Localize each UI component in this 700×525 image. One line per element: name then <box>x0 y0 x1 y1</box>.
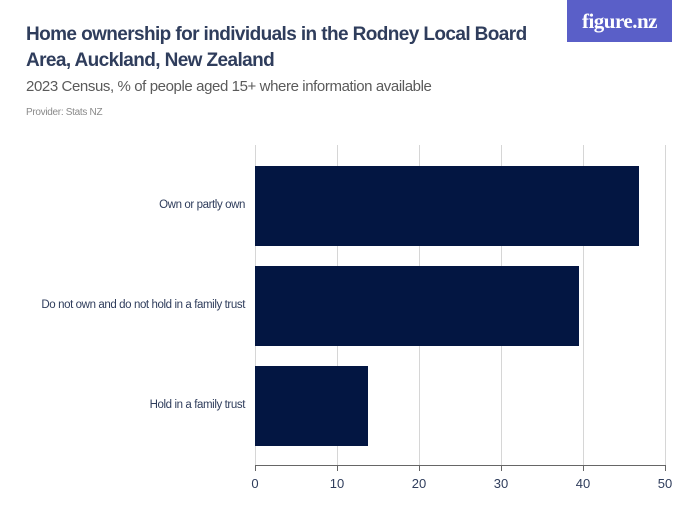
chart-subtitle: 2023 Census, % of people aged 15+ where … <box>26 78 432 95</box>
plot-area <box>255 145 666 465</box>
x-tick <box>665 465 666 471</box>
x-tick-label: 50 <box>657 476 673 491</box>
bar-hold-in-family-trust[interactable] <box>255 366 369 446</box>
x-tick <box>419 465 420 471</box>
figure-nz-logo[interactable]: figure.nz <box>567 0 672 42</box>
x-tick-label: 40 <box>575 476 591 491</box>
bar-do-not-own[interactable] <box>255 266 579 346</box>
category-label: Own or partly own <box>159 199 245 211</box>
category-label: Hold in a family trust <box>149 399 246 411</box>
x-tick-label: 30 <box>493 476 509 491</box>
x-tick-label: 10 <box>329 476 345 491</box>
x-axis-line <box>255 465 666 466</box>
x-tick <box>255 465 256 471</box>
gridline <box>583 145 584 465</box>
chart-title: Home ownership for individuals in the Ro… <box>26 24 527 71</box>
x-tick <box>501 465 502 471</box>
provider-text: Provider: Stats NZ <box>26 107 103 118</box>
bar-own-or-partly-own[interactable] <box>255 166 639 246</box>
gridline <box>665 145 666 465</box>
x-tick-label: 20 <box>411 476 427 491</box>
category-label: Do not own and do not hold in a family t… <box>41 299 245 311</box>
x-tick-label: 0 <box>251 476 259 491</box>
x-tick <box>583 465 584 471</box>
x-tick <box>337 465 338 471</box>
